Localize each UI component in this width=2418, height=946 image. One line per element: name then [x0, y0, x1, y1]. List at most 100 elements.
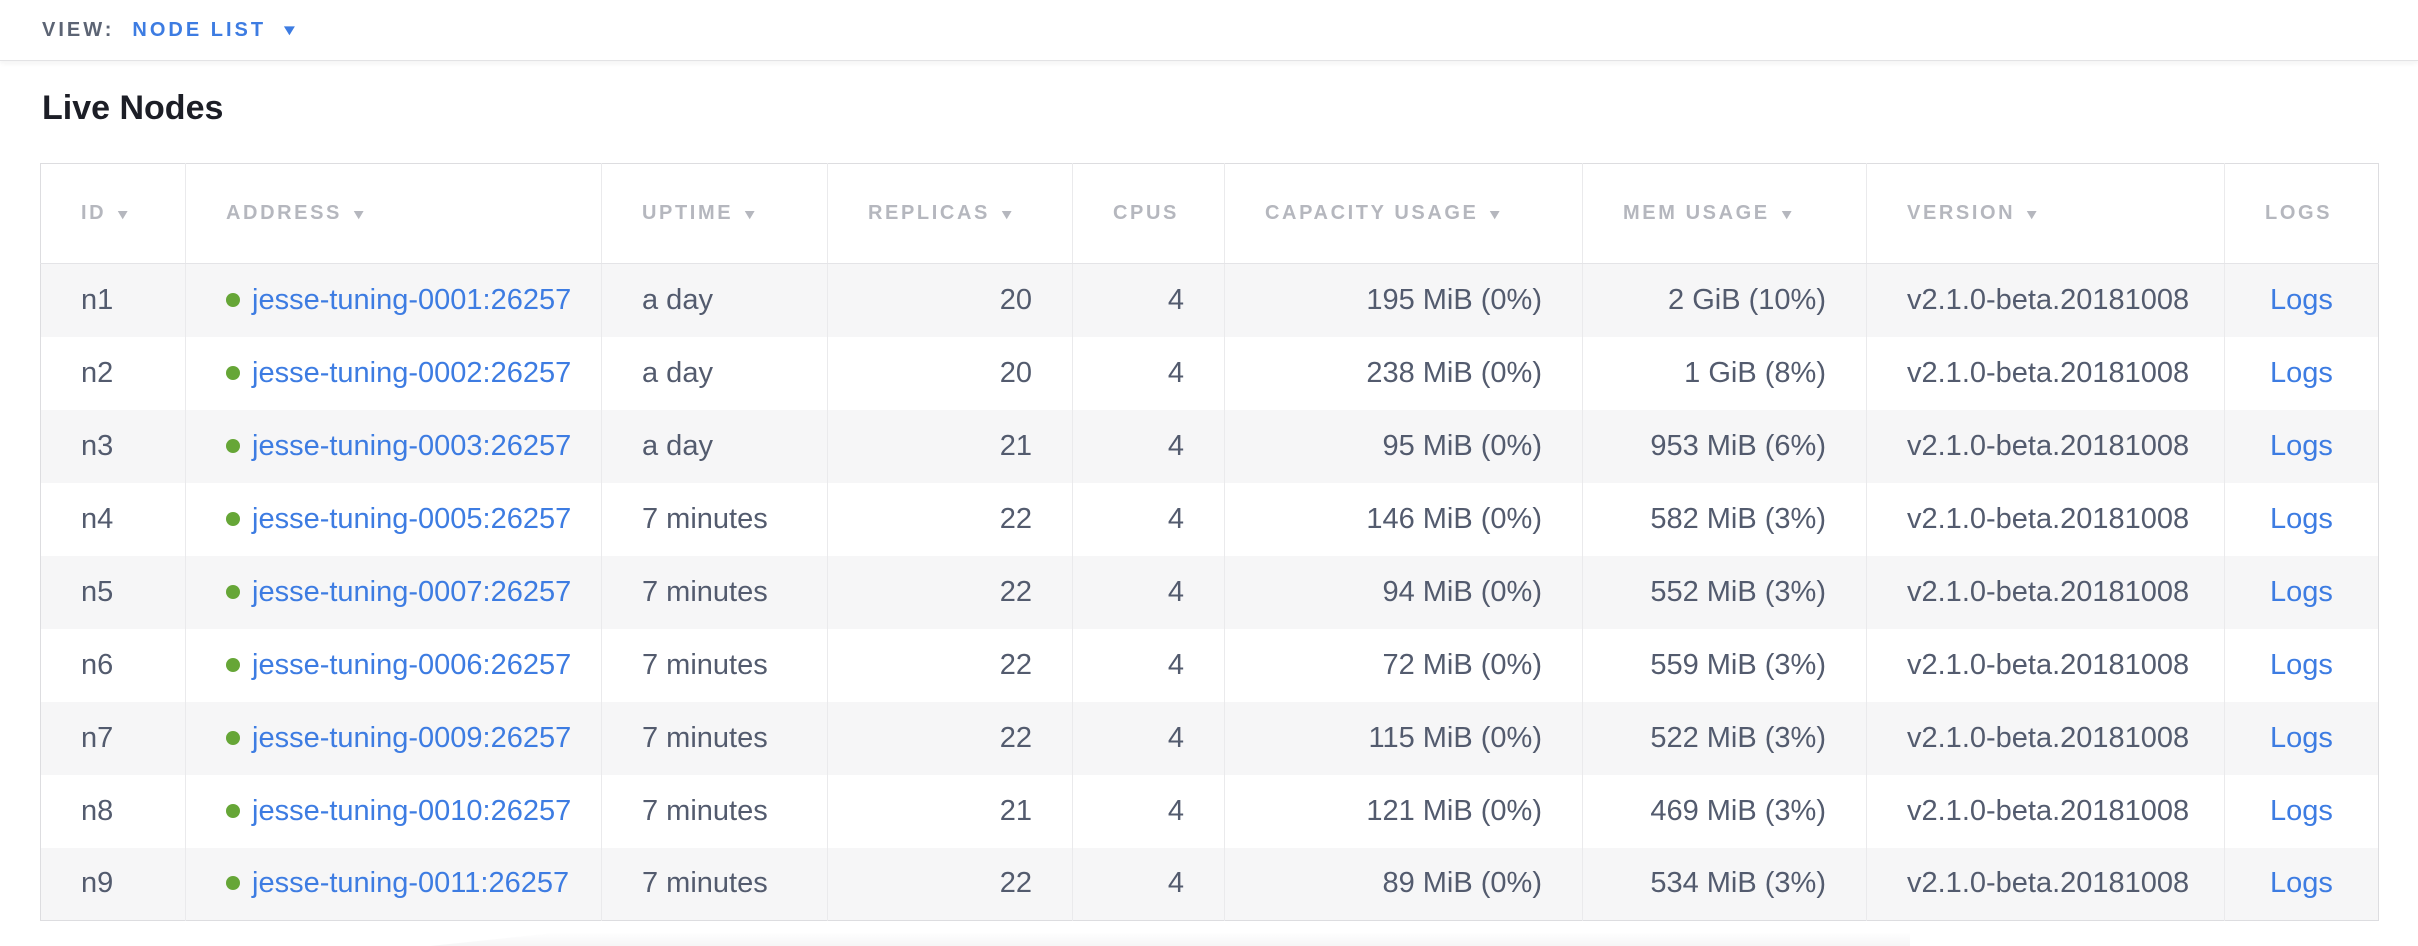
cell-address: jesse-tuning-0007:26257 — [185, 555, 602, 629]
cell-address: jesse-tuning-0005:26257 — [185, 482, 602, 556]
cell-uptime: 7 minutes — [601, 774, 828, 848]
cell-replicas: 21 — [827, 409, 1073, 483]
logs-link[interactable]: Logs — [2270, 721, 2333, 754]
cell-logs: Logs — [2225, 848, 2379, 921]
cell-id: n9 — [40, 847, 186, 921]
table-row: n7 jesse-tuning-0009:26257 7 minutes 22 4 115… — [40, 701, 2379, 775]
cell-version: v2.1.0-beta.20181008 — [1866, 336, 2225, 410]
cell-cpus: 4 — [1072, 628, 1225, 702]
cell-id: n8 — [40, 774, 186, 848]
cell-capacity: 115 MiB (0%) — [1224, 701, 1583, 775]
cell-capacity: 89 MiB (0%) — [1224, 847, 1583, 921]
table-row: n4 jesse-tuning-0005:26257 7 minutes 22 4 146… — [40, 482, 2379, 556]
cell-address: jesse-tuning-0011:26257 — [185, 847, 602, 921]
address-link[interactable]: jesse-tuning-0009:26257 — [252, 721, 572, 754]
table-header-row: ID ▼ ADDRESS ▼ UPTIME ▼ REPLICAS ▼ CPUS CAPA… — [40, 163, 2379, 264]
table-row: n2 jesse-tuning-0002:26257 a day 20 4 238 MiB… — [40, 336, 2379, 410]
cell-uptime: 7 minutes — [601, 847, 828, 921]
cell-logs: Logs — [2225, 775, 2379, 848]
node-live-status-icon — [226, 730, 240, 745]
cell-id: n4 — [40, 482, 186, 556]
dropdown-caret-icon: ▼ — [280, 21, 299, 39]
node-live-status-icon — [226, 365, 240, 380]
cell-version: v2.1.0-beta.20181008 — [1866, 701, 2225, 775]
cell-uptime: a day — [601, 336, 828, 410]
address-link[interactable]: jesse-tuning-0010:26257 — [252, 794, 572, 827]
cell-logs: Logs — [2225, 702, 2379, 775]
address-link[interactable]: jesse-tuning-0011:26257 — [252, 867, 570, 900]
cell-address: jesse-tuning-0009:26257 — [185, 701, 602, 775]
address-link[interactable]: jesse-tuning-0001:26257 — [252, 283, 572, 316]
cell-id: n3 — [40, 409, 186, 483]
address-link[interactable]: jesse-tuning-0006:26257 — [252, 648, 572, 681]
view-dropdown[interactable]: NODE LIST ▼ — [132, 18, 299, 42]
cell-uptime: 7 minutes — [601, 628, 828, 702]
cell-cpus: 4 — [1072, 774, 1225, 848]
column-header-version[interactable]: VERSION ▼ — [1866, 163, 2225, 264]
column-header-address[interactable]: ADDRESS ▼ — [185, 163, 602, 264]
logs-link[interactable]: Logs — [2270, 648, 2333, 681]
column-header-mem-usage[interactable]: MEM USAGE ▼ — [1582, 163, 1867, 264]
column-header-cpus: CPUS — [1072, 163, 1225, 264]
cell-version: v2.1.0-beta.20181008 — [1866, 555, 2225, 629]
cell-capacity: 121 MiB (0%) — [1224, 774, 1583, 848]
sort-caret-icon: ▼ — [2023, 206, 2044, 222]
cell-logs: Logs — [2225, 337, 2379, 410]
table-row: n9 jesse-tuning-0011:26257 7 minutes 22 4 89 … — [40, 847, 2379, 921]
logs-link[interactable]: Logs — [2270, 502, 2333, 535]
column-header-replicas[interactable]: REPLICAS ▼ — [827, 163, 1073, 264]
cell-address: jesse-tuning-0002:26257 — [185, 336, 602, 410]
logs-link[interactable]: Logs — [2270, 283, 2333, 316]
column-header-logs: LOGS — [2224, 163, 2379, 264]
cell-mem: 522 MiB (3%) — [1582, 701, 1867, 775]
address-link[interactable]: jesse-tuning-0003:26257 — [252, 429, 572, 462]
cell-mem: 953 MiB (6%) — [1582, 409, 1867, 483]
column-header-capacity-usage[interactable]: CAPACITY USAGE ▼ — [1224, 163, 1583, 264]
cell-logs: Logs — [2225, 483, 2379, 556]
sort-caret-icon: ▼ — [114, 206, 135, 222]
cell-uptime: 7 minutes — [601, 482, 828, 556]
cell-logs: Logs — [2225, 629, 2379, 702]
table-row: n3 jesse-tuning-0003:26257 a day 21 4 95 MiB … — [40, 409, 2379, 483]
cell-cpus: 4 — [1072, 701, 1225, 775]
address-link[interactable]: jesse-tuning-0002:26257 — [252, 356, 572, 389]
sort-caret-icon: ▼ — [1778, 206, 1798, 222]
below-fold-shadow — [430, 932, 1910, 946]
cell-mem: 2 GiB (10%) — [1582, 263, 1867, 337]
cell-replicas: 22 — [827, 628, 1073, 702]
cell-address: jesse-tuning-0001:26257 — [185, 263, 602, 337]
logs-link[interactable]: Logs — [2270, 867, 2333, 900]
address-link[interactable]: jesse-tuning-0005:26257 — [252, 502, 572, 535]
cell-capacity: 238 MiB (0%) — [1224, 336, 1583, 410]
address-link[interactable]: jesse-tuning-0007:26257 — [252, 575, 572, 608]
node-live-status-icon — [226, 438, 240, 453]
cell-version: v2.1.0-beta.20181008 — [1866, 263, 2225, 337]
logs-link[interactable]: Logs — [2270, 575, 2333, 608]
cell-cpus: 4 — [1072, 482, 1225, 556]
node-live-status-icon — [226, 584, 240, 599]
cell-uptime: 7 minutes — [601, 701, 828, 775]
cell-replicas: 22 — [827, 482, 1073, 556]
cell-cpus: 4 — [1072, 263, 1225, 337]
cell-version: v2.1.0-beta.20181008 — [1866, 482, 2225, 556]
table-row: n8 jesse-tuning-0010:26257 7 minutes 21 4 121… — [40, 774, 2379, 848]
cell-version: v2.1.0-beta.20181008 — [1866, 847, 2225, 921]
logs-link[interactable]: Logs — [2270, 356, 2333, 389]
cell-capacity: 72 MiB (0%) — [1224, 628, 1583, 702]
cell-id: n5 — [40, 555, 186, 629]
column-header-id[interactable]: ID ▼ — [40, 163, 186, 264]
logs-link[interactable]: Logs — [2270, 794, 2333, 827]
node-live-status-icon — [226, 657, 240, 672]
cell-address: jesse-tuning-0006:26257 — [185, 628, 602, 702]
cell-logs: Logs — [2225, 264, 2379, 337]
node-live-status-icon — [226, 803, 240, 818]
view-dropdown-value[interactable]: NODE LIST — [132, 18, 267, 41]
column-header-uptime[interactable]: UPTIME ▼ — [601, 163, 828, 264]
cell-version: v2.1.0-beta.20181008 — [1866, 409, 2225, 483]
cell-cpus: 4 — [1072, 555, 1225, 629]
cell-mem: 534 MiB (3%) — [1582, 847, 1867, 921]
logs-link[interactable]: Logs — [2270, 429, 2333, 462]
cell-capacity: 95 MiB (0%) — [1224, 409, 1583, 483]
cell-replicas: 22 — [827, 701, 1073, 775]
cell-version: v2.1.0-beta.20181008 — [1866, 628, 2225, 702]
